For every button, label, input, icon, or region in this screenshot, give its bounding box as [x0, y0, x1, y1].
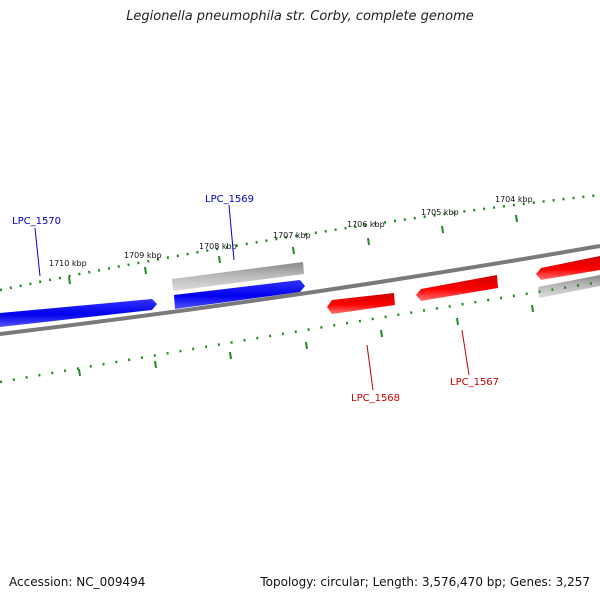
- scale-label-1705: 1705 kbp: [421, 208, 459, 217]
- scale-label-1710: 1710 kbp: [49, 259, 87, 268]
- inner-major-tick-1: [78, 368, 81, 377]
- gene-lpc-1568-arrow[interactable]: [327, 293, 395, 314]
- major-tick-1704: [515, 214, 518, 223]
- leader-lpc-1569: [228, 204, 235, 261]
- forward-strand-features: [0, 262, 305, 327]
- leader-lpc-1567: [461, 329, 470, 376]
- inner-major-tick-3: [229, 351, 232, 360]
- scale-label-1707: 1707 kbp: [273, 231, 311, 240]
- major-tick-1710: [68, 276, 71, 285]
- gene-lpc-1569-arrow[interactable]: [174, 280, 305, 309]
- major-tick-1709: [144, 266, 147, 275]
- accession-text: Accession: NC_009494: [9, 575, 146, 589]
- gene-right-edge-arrow[interactable]: [536, 256, 600, 280]
- outer-tick-ring: [0, 193, 600, 292]
- gene-label-lpc-1567[interactable]: LPC_1567: [450, 377, 499, 388]
- genome-backbone: [0, 244, 600, 336]
- scale-label-1709: 1709 kbp: [124, 251, 162, 260]
- scale-labels: 1710 kbp 1709 kbp 1708 kbp 1707 kbp 1706…: [49, 195, 533, 268]
- gray-feature-top[interactable]: [172, 262, 304, 291]
- inner-dotted-arc: [0, 280, 600, 384]
- scale-label-1708: 1708 kbp: [199, 242, 237, 251]
- inner-major-tick-4: [305, 341, 308, 350]
- scale-label-1704: 1704 kbp: [495, 195, 533, 204]
- outer-dotted-arc: [0, 193, 600, 292]
- major-tick-1706: [367, 237, 370, 246]
- leader-lpc-1568: [366, 344, 374, 391]
- major-tick-1707: [292, 246, 295, 255]
- genome-summary-text: Topology: circular; Length: 3,576,470 bp…: [260, 575, 590, 589]
- gene-label-lpc-1568[interactable]: LPC_1568: [351, 393, 400, 404]
- inner-major-tick-6: [456, 317, 459, 326]
- gene-lpc-1570-arrow[interactable]: [0, 299, 157, 327]
- inner-major-tick-2: [154, 360, 157, 369]
- reverse-strand-features: [327, 256, 600, 314]
- gene-label-lpc-1569[interactable]: LPC_1569: [205, 194, 254, 205]
- leader-lpc-1570: [34, 227, 41, 277]
- gene-lpc-1567-arrow[interactable]: [416, 275, 498, 301]
- inner-major-tick-7: [531, 304, 534, 313]
- inner-major-tick-5: [380, 329, 383, 338]
- map-title: Legionella pneumophila str. Corby, compl…: [126, 9, 474, 24]
- major-tick-1708: [218, 255, 221, 264]
- gene-labels: LPC_1570 LPC_1569 LPC_1568 LPC_1567: [12, 194, 499, 404]
- gray-feature-right[interactable]: [538, 275, 600, 298]
- inner-tick-ring: [0, 280, 600, 384]
- gene-label-lpc-1570[interactable]: LPC_1570: [12, 216, 61, 227]
- scale-label-1706: 1706 kbp: [347, 220, 385, 229]
- gene-label-leaders: [34, 204, 470, 391]
- major-tick-1705: [441, 225, 444, 234]
